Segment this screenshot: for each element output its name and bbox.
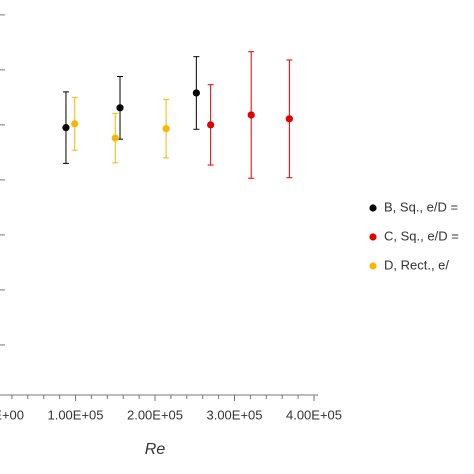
point [62,124,70,132]
point [285,115,293,123]
x-tick-label: 1.00E+05 [47,407,103,422]
legend-label: D, Rect., e/ [384,257,449,272]
x-tick-label: 4.00E+05 [286,407,342,422]
legend-marker [369,233,377,241]
legend-label: B, Sq., e/D = [384,199,458,214]
x-tick-label: 0.00E+00 [0,407,24,422]
x-tick-label: 3.00E+05 [206,407,262,422]
point [247,111,255,119]
point [71,120,79,128]
point [111,134,119,142]
point [192,89,200,97]
legend-marker [369,262,377,270]
x-tick-label: 2.00E+05 [127,407,183,422]
point [162,125,170,133]
point [207,121,215,129]
legend-label: C, Sq., e/D = [384,228,459,243]
x-axis-title: Re [145,441,166,458]
point [116,104,124,112]
legend-marker [369,204,377,212]
